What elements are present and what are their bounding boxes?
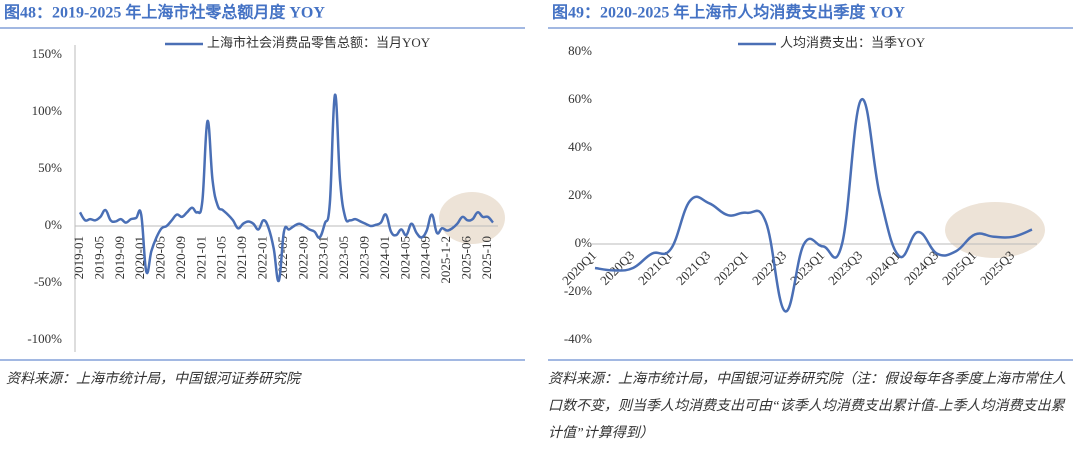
- x-tick-label: 2024-01: [377, 236, 392, 279]
- y-tick-label: -50%: [34, 274, 62, 289]
- x-tick-label: 2025-1-2: [438, 236, 453, 284]
- legend-label: 上海市社会消费品零售总额：当月YOY: [207, 35, 431, 50]
- source-note: 资料来源：上海市统计局，中国银河证券研究院（注：假设每年各季度上海市常住人口数不…: [548, 372, 1066, 441]
- y-tick-label: 60%: [568, 91, 592, 106]
- x-tick-label: 2025-06: [458, 236, 473, 280]
- y-tick-label: -40%: [564, 331, 592, 346]
- x-tick-label: 2019-05: [91, 236, 106, 279]
- x-tick-label: 2019-09: [112, 236, 127, 279]
- y-tick-label: -100%: [27, 331, 62, 346]
- y-tick-label: 80%: [568, 43, 592, 58]
- x-tick-label: 2020-09: [173, 236, 188, 279]
- chart-title: 图49：2020-2025 年上海市人均消费支出季度 YOY: [552, 3, 905, 22]
- y-tick-label: 20%: [568, 187, 592, 202]
- x-tick-label: 2024-09: [418, 236, 433, 279]
- x-tick-label: 2025Q1: [939, 248, 979, 288]
- x-tick-label: 2023Q1: [787, 248, 827, 288]
- x-tick-label: 2024-05: [397, 236, 412, 279]
- series-line: [78, 93, 494, 283]
- y-tick-label: -20%: [564, 283, 592, 298]
- highlight: [439, 192, 505, 244]
- x-tick-label: 2021Q3: [673, 248, 713, 288]
- y-tick-label: 50%: [38, 160, 62, 175]
- x-tick-label: 2025-10: [479, 236, 494, 279]
- x-tick-label: 2022-09: [295, 236, 310, 279]
- x-tick-label: 2019-01: [71, 236, 86, 279]
- y-tick-label: 150%: [32, 46, 63, 61]
- x-tick-label: 2023-05: [336, 236, 351, 279]
- legend-label: 人均消费支出：当季YOY: [780, 35, 926, 50]
- y-tick-label: 100%: [32, 103, 63, 118]
- y-tick-label: 0%: [45, 217, 63, 232]
- x-tick-label: 2021-09: [234, 236, 249, 279]
- x-tick-label: 2022Q3: [749, 248, 789, 288]
- chart-title: 图48：2019-2025 年上海市社零总额月度 YOY: [4, 3, 325, 22]
- x-tick-label: 2022Q1: [711, 248, 751, 288]
- y-tick-label: 40%: [568, 139, 592, 154]
- x-tick-label: 2023-01: [316, 236, 331, 279]
- x-tick-label: 2021-05: [214, 236, 229, 279]
- x-tick-label: 2023-09: [357, 236, 372, 279]
- y-tick-label: 0%: [575, 235, 593, 250]
- source-note: 资料来源：上海市统计局，中国银河证券研究院: [6, 372, 300, 387]
- series-line: [594, 98, 1033, 313]
- x-tick-label: 2020-05: [153, 236, 168, 279]
- x-tick-label: 2022-01: [255, 236, 270, 279]
- x-tick-label: 2021-01: [193, 236, 208, 279]
- x-tick-label: 2020Q1: [559, 248, 599, 288]
